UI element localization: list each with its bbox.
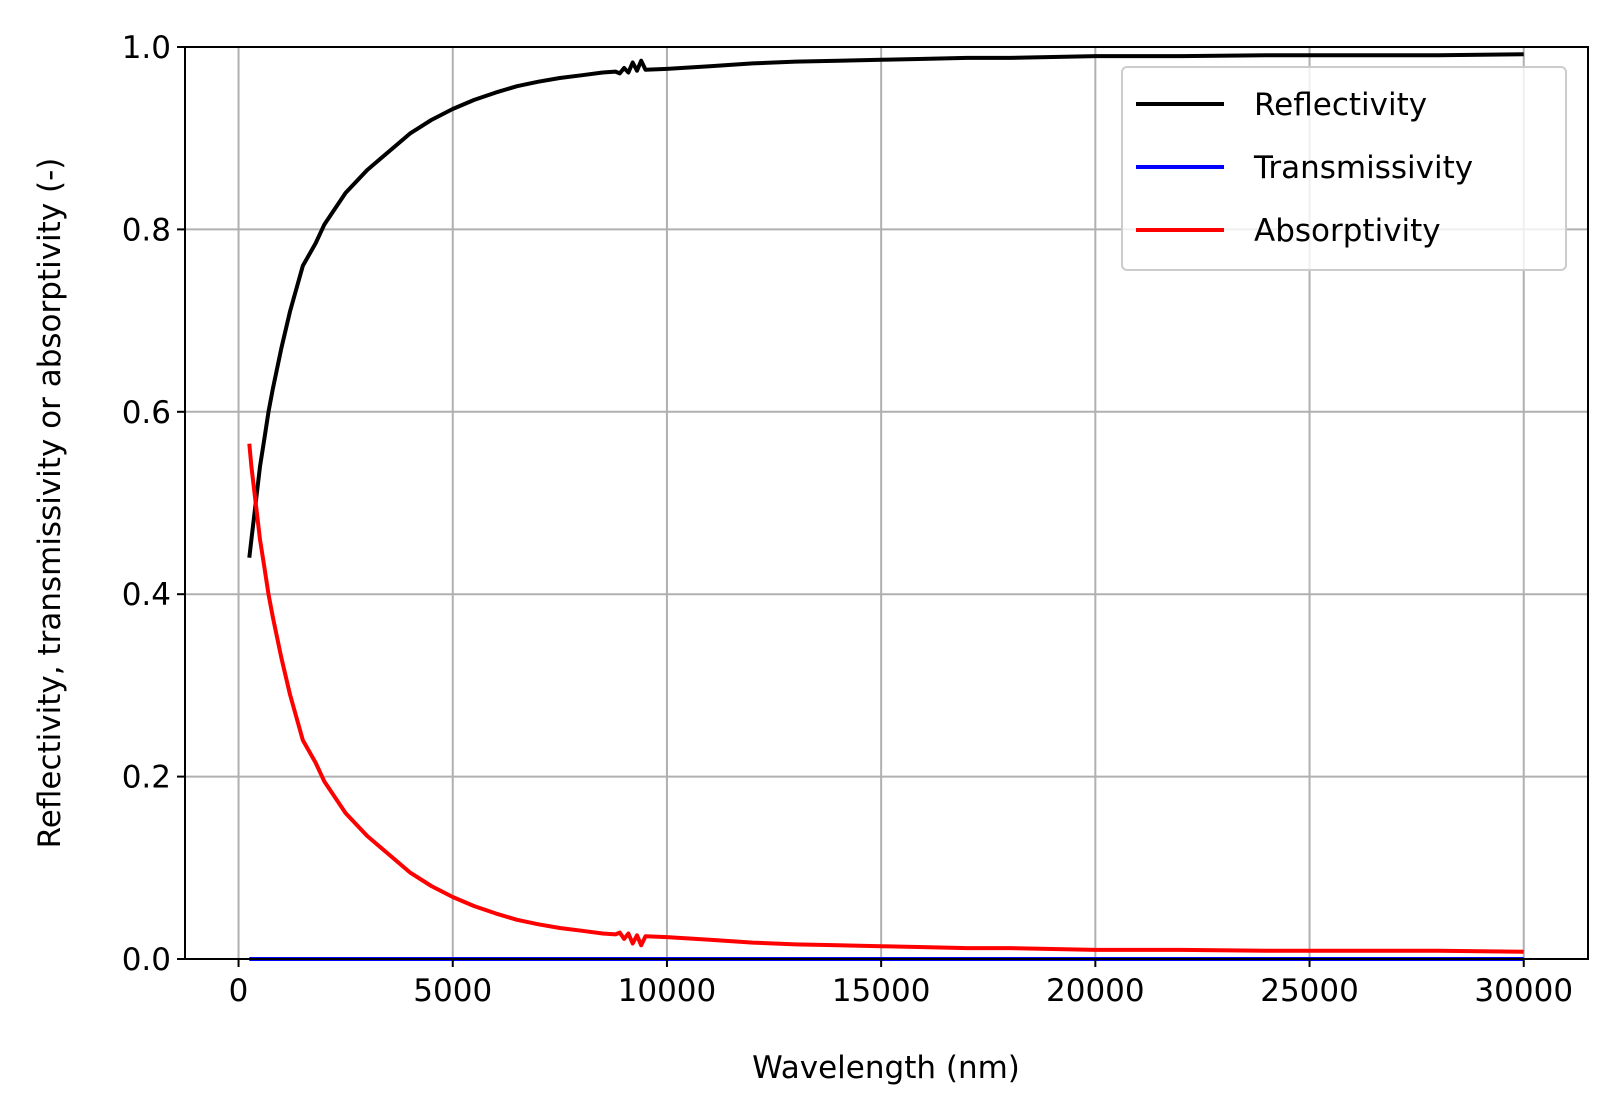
x-tick-label: 15000	[832, 973, 931, 1009]
legend-label: Reflectivity	[1254, 87, 1427, 123]
y-tick-label: 0.8	[122, 212, 171, 248]
x-ticks: 0 5000 10000 15000 20000 25000 30000	[229, 959, 1573, 1009]
legend-label: Transmissivity	[1253, 150, 1473, 186]
x-tick-label: 5000	[413, 973, 492, 1009]
legend-label: Absorptivity	[1254, 213, 1441, 249]
x-axis-label: Wavelength (nm)	[752, 1050, 1020, 1086]
legend: Reflectivity Transmissivity Absorptivity	[1121, 66, 1567, 271]
x-tick-label: 0	[229, 973, 249, 1009]
y-ticks: 0.0 0.2 0.4 0.6 0.8 1.0	[122, 30, 185, 978]
y-tick-label: 0.6	[122, 395, 171, 431]
x-tick-label: 30000	[1474, 973, 1573, 1009]
plot-frame	[184, 46, 1589, 960]
series-line-absorptivity	[247, 443, 1524, 954]
y-tick-label: 0.0	[122, 942, 171, 978]
y-tick-label: 0.2	[122, 760, 171, 796]
x-tick-label: 25000	[1260, 973, 1359, 1009]
legend-box	[1121, 66, 1567, 271]
y-axis-label: Reflectivity, transmissivity or absorpti…	[32, 158, 68, 849]
x-tick-label: 20000	[1046, 973, 1145, 1009]
series-line-reflectivity	[247, 52, 1524, 558]
x-tick-label: 10000	[618, 973, 717, 1009]
y-tick-label: 0.4	[122, 577, 171, 613]
y-tick-label: 1.0	[122, 30, 171, 66]
